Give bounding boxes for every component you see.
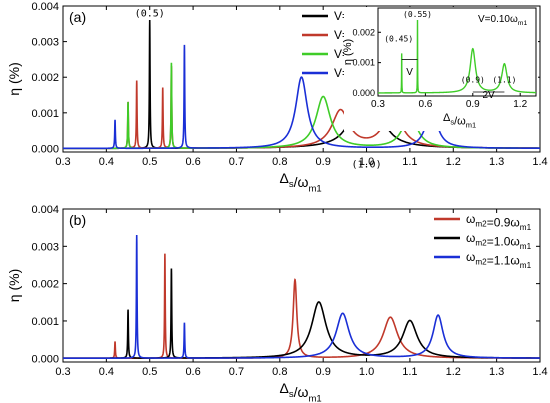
inset-y-tick-label: 0.002 — [352, 27, 375, 37]
x-tick-label: 0.6 — [185, 366, 200, 378]
x-tick-label: 0.6 — [185, 156, 200, 168]
inset-annotation-2v: 2V — [482, 90, 495, 101]
inset-title: V=0.10ωm1 — [478, 14, 527, 27]
x-tick-label: 1.3 — [489, 156, 504, 168]
x-tick-label: 1.4 — [532, 156, 547, 168]
x-tick-label: 1.4 — [532, 366, 547, 378]
panel-label: (a) — [69, 9, 86, 25]
y-tick-label: 0.003 — [31, 37, 59, 49]
inset-chart: 0.3 0.6 0.9 1.2 0.000 0.001 0.002 η (%) Δs/ωm1 V=… — [342, 7, 538, 131]
inset-annotation-045: (0.45) — [384, 34, 413, 43]
inset-x-axis-label: Δs/ωm1 — [443, 112, 476, 130]
plot-frame — [62, 208, 541, 363]
x-tick-label: 0.9 — [316, 366, 331, 378]
x-tick-label: 0.3 — [55, 156, 70, 168]
x-tick-label: 0.3 — [55, 366, 70, 378]
y-tick-label: 0.000 — [31, 353, 59, 365]
y-tick-label: 0.001 — [31, 316, 59, 328]
x-tick-label: 0.4 — [99, 156, 114, 168]
y-tick-label: 0.002 — [31, 279, 59, 291]
inset-background — [344, 7, 538, 131]
inset-x-tick-label: 0.6 — [418, 99, 432, 110]
annotation-0: (0.5) — [135, 9, 165, 20]
x-tick-label: 0.8 — [272, 366, 287, 378]
inset-annotation-055: (0.55) — [403, 10, 432, 19]
annotation-1: (1.0) — [351, 160, 381, 171]
legend-label-0: ωm2=0.9ωm1 — [466, 212, 532, 232]
inset-x-tick-label: 0.3 — [371, 99, 385, 110]
x-tick-label: 0.8 — [272, 156, 287, 168]
y-tick-label: 0.002 — [31, 72, 59, 84]
x-tick-label: 0.4 — [99, 366, 114, 378]
series-line-3 — [63, 44, 540, 150]
y-tick-label: 0.004 — [31, 204, 59, 216]
x-tick-label: 0.7 — [229, 156, 244, 168]
x-tick-label: 1.2 — [446, 366, 461, 378]
inset-y-tick-label: 0.000 — [352, 88, 375, 98]
inset-x-tick-label: 0.9 — [466, 99, 480, 110]
plot-frame — [62, 5, 541, 153]
inset-annotation-11: (1.1) — [492, 75, 516, 84]
y-axis-label: η (%) — [6, 269, 22, 302]
inset-frame — [377, 7, 537, 97]
legend-label-2: ωm2=1.1ωm1 — [466, 250, 532, 270]
x-axis-label: Δs/ωm1 — [280, 170, 322, 194]
inset-x-tick-label: 1.2 — [513, 99, 527, 110]
panel-b: 0.3 0.4 0.5 0.6 0.7 0.8 0.9 1.0 1.1 1.2 1.3 1.4 0.00… — [6, 204, 548, 403]
legend-label-1: ωm2=1.0ωm1 — [466, 231, 532, 251]
x-tick-label: 1.1 — [402, 366, 417, 378]
panel-label: (b) — [69, 212, 86, 228]
x-axis-label: Δs/ωm1 — [280, 380, 322, 403]
y-tick-label: 0.000 — [31, 143, 59, 155]
x-tick-label: 0.9 — [316, 156, 331, 168]
x-tick-label: 1.1 — [402, 156, 417, 168]
inset-y-axis-label: η (%) — [342, 39, 354, 65]
y-tick-label: 0.003 — [31, 241, 59, 253]
series-line-0 — [63, 253, 540, 360]
x-tick-label: 1.0 — [359, 366, 374, 378]
x-tick-label: 1.0 — [359, 156, 374, 168]
x-tick-label: 0.5 — [142, 366, 157, 378]
inset-series-line — [378, 19, 536, 94]
series-line-2 — [63, 235, 540, 360]
x-tick-label: 1.2 — [446, 156, 461, 168]
y-tick-label: 0.004 — [31, 1, 59, 13]
series-line-1 — [63, 268, 540, 359]
x-tick-label: 0.7 — [229, 366, 244, 378]
inset-y-tick-label: 0.001 — [352, 58, 375, 68]
inset-annotation-09: (0.9) — [461, 75, 485, 84]
y-tick-label: 0.001 — [31, 108, 59, 120]
x-tick-label: 0.5 — [142, 156, 157, 168]
inset-annotation-v: V — [406, 67, 413, 78]
y-axis-label: η (%) — [6, 62, 22, 95]
x-tick-label: 1.3 — [489, 366, 504, 378]
